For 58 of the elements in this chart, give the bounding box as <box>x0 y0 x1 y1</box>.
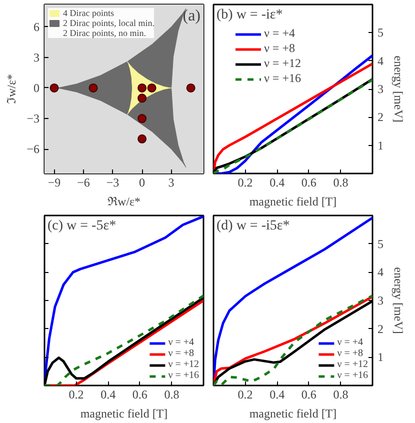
legend-label: 2 Dirac points, local min. <box>63 18 154 28</box>
y-tick-label: −3 <box>26 112 40 126</box>
legend-label: ν = +12 <box>168 359 199 370</box>
chart-title: (c) w = -5ε* <box>48 218 116 234</box>
legend-label: ν = +4 <box>264 26 295 41</box>
legend-label: ν = +12 <box>337 359 368 370</box>
y-axis-title: ℑw/ε* <box>4 74 19 104</box>
legend-label: ν = +12 <box>264 56 301 71</box>
x-tick-label: 0.4 <box>270 388 285 402</box>
y-tick-label: 1 <box>378 350 384 364</box>
y-tick-label: 5 <box>378 26 384 40</box>
x-axis-title: magnetic field [T] <box>80 406 168 420</box>
legend-label: ν = +8 <box>168 348 194 359</box>
y-axis-title: energy [meV] <box>392 267 406 334</box>
x-axis-title: magnetic field [T] <box>249 194 337 208</box>
x-tick-label: 3 <box>168 176 174 190</box>
y-tick-label: 2 <box>378 110 384 124</box>
x-tick-label: 0.6 <box>301 388 316 402</box>
annotation: (a) <box>182 8 201 24</box>
x-tick-label: 0.6 <box>301 176 316 190</box>
y-tick-label: 3 <box>378 294 384 308</box>
y-tick-label: 6 <box>34 20 40 34</box>
x-tick-label: 0.4 <box>100 388 116 402</box>
x-tick-label: 0.2 <box>238 388 253 402</box>
x-tick-label: 0.8 <box>164 388 180 402</box>
legend-label: ν = +16 <box>337 370 368 381</box>
legend-label: ν = +8 <box>337 348 363 359</box>
band-label: 2 Dirac points, no min. <box>63 28 146 38</box>
x-tick-label: 0.2 <box>68 388 84 402</box>
y-tick-label: 5 <box>378 236 384 251</box>
x-tick-label: 0.4 <box>270 176 285 190</box>
y-tick-label: 4 <box>378 265 384 280</box>
y-tick-label: 0 <box>34 80 40 95</box>
x-tick-label: −9 <box>48 176 61 190</box>
legend-label: ν = +4 <box>337 337 363 348</box>
legend-label: ν = +16 <box>264 71 301 86</box>
chart-title: (d) w = -i5ε* <box>216 218 290 234</box>
y-tick-label: 3 <box>34 50 40 64</box>
x-tick-label: 0.2 <box>238 176 253 190</box>
legend-label: ν = +8 <box>264 41 295 56</box>
y-tick-label: 2 <box>378 322 384 336</box>
x-axis-title: magnetic field [T] <box>249 406 337 420</box>
y-tick-label: 3 <box>378 82 384 96</box>
legend-label: 4 Dirac points <box>63 8 114 18</box>
x-tick-label: 0 <box>139 176 146 190</box>
y-axis-title: energy [meV] <box>392 56 406 122</box>
legend-label: ν = +16 <box>168 370 199 381</box>
x-axis-title: ℜw/ε* <box>107 194 141 208</box>
legend-label: ν = +4 <box>168 337 194 348</box>
x-tick-label: 0.8 <box>333 388 348 402</box>
x-tick-label: 0.8 <box>333 176 348 190</box>
x-tick-label: 0.6 <box>132 388 148 402</box>
chart-title: (b) w = -iε* <box>216 8 283 22</box>
y-tick-label: −6 <box>26 142 40 156</box>
x-tick-label: −6 <box>77 176 90 190</box>
y-tick-label: 1 <box>378 138 384 152</box>
x-tick-label: −3 <box>106 176 120 190</box>
y-tick-label: 4 <box>378 54 384 68</box>
